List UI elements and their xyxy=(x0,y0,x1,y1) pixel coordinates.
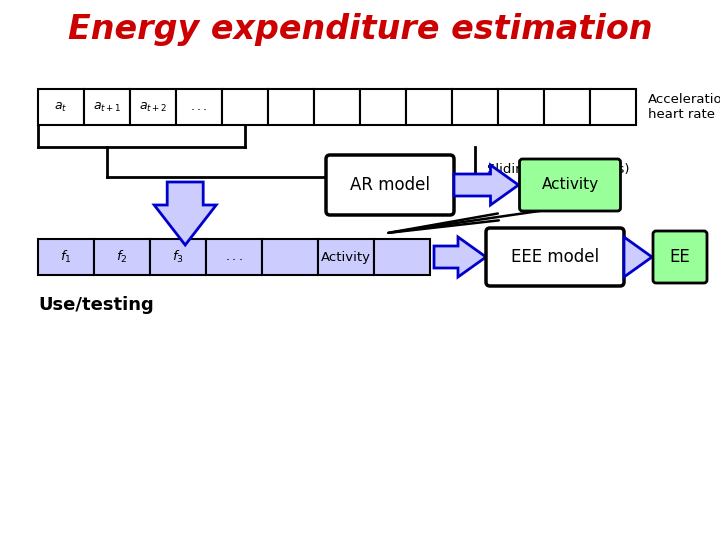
Bar xyxy=(150,239,206,275)
Bar xyxy=(406,89,452,125)
Text: Sliding window (10 s): Sliding window (10 s) xyxy=(487,163,629,176)
Polygon shape xyxy=(454,165,518,205)
Text: Activity: Activity xyxy=(541,178,598,192)
Text: Activity: Activity xyxy=(321,251,371,264)
FancyBboxPatch shape xyxy=(326,155,454,215)
Bar xyxy=(590,89,636,125)
Polygon shape xyxy=(434,237,486,277)
Text: $f_1$: $f_1$ xyxy=(60,249,72,265)
Bar xyxy=(84,89,130,125)
FancyBboxPatch shape xyxy=(486,228,624,286)
Text: $a_{t+1}$: $a_{t+1}$ xyxy=(93,100,121,113)
Bar xyxy=(38,89,84,125)
Text: Use/testing: Use/testing xyxy=(38,296,154,314)
Bar xyxy=(452,89,498,125)
Text: Energy expenditure estimation: Energy expenditure estimation xyxy=(68,14,652,46)
Bar xyxy=(360,89,406,125)
Bar xyxy=(130,89,176,125)
Polygon shape xyxy=(154,182,216,245)
Polygon shape xyxy=(624,237,652,277)
Bar xyxy=(176,89,222,125)
Text: Acceleration,
heart rate data: Acceleration, heart rate data xyxy=(648,93,720,121)
Text: $f_2$: $f_2$ xyxy=(116,249,127,265)
Text: $f_3$: $f_3$ xyxy=(172,249,184,265)
Bar xyxy=(262,239,318,275)
Text: $a_t$: $a_t$ xyxy=(54,100,68,113)
Text: EEE model: EEE model xyxy=(511,248,599,266)
Bar xyxy=(318,239,374,275)
Bar xyxy=(38,239,94,275)
Text: $a_{t+2}$: $a_{t+2}$ xyxy=(139,100,167,113)
Text: $...$: $...$ xyxy=(190,100,208,113)
Text: AR model: AR model xyxy=(350,176,430,194)
FancyBboxPatch shape xyxy=(520,159,621,211)
Text: EE: EE xyxy=(670,248,690,266)
FancyBboxPatch shape xyxy=(653,231,707,283)
Bar xyxy=(544,89,590,125)
Bar xyxy=(268,89,314,125)
Bar xyxy=(94,239,150,275)
Bar xyxy=(222,89,268,125)
Bar xyxy=(314,89,360,125)
Text: $...$: $...$ xyxy=(225,251,243,264)
Bar xyxy=(498,89,544,125)
Bar xyxy=(206,239,262,275)
Bar xyxy=(374,239,430,275)
